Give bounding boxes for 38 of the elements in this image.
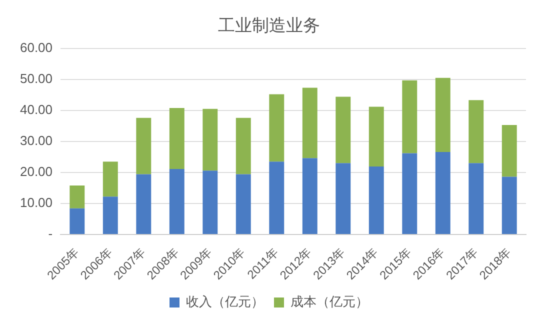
- y-tick-label: 30.00: [20, 133, 53, 148]
- bar: [269, 94, 284, 162]
- bar: [102, 196, 118, 234]
- bar: [269, 162, 284, 234]
- bar: [70, 208, 85, 234]
- y-tick-label: 10.00: [20, 195, 53, 210]
- bar: [70, 185, 85, 208]
- legend-label: 收入（亿元）: [186, 294, 264, 310]
- bar: [402, 153, 418, 234]
- bar: [202, 108, 218, 171]
- bar: [169, 108, 184, 170]
- bar: [136, 118, 152, 174]
- bar: [202, 170, 218, 234]
- y-tick-label: 60.00: [20, 40, 53, 55]
- bar: [368, 106, 384, 167]
- y-tick-label: -: [48, 226, 53, 242]
- bar: [169, 169, 184, 234]
- legend-label: 成本（亿元）: [290, 294, 368, 310]
- bar: [435, 78, 450, 152]
- bar: [136, 174, 152, 234]
- y-tick-label: 20.00: [20, 164, 53, 180]
- bar: [368, 166, 384, 234]
- bar: [236, 174, 251, 234]
- bar: [236, 118, 251, 174]
- bar: [102, 162, 118, 197]
- bar: [435, 152, 450, 234]
- y-tick-label: 50.00: [20, 70, 53, 86]
- y-tick-label: 40.00: [20, 102, 53, 117]
- chart-title: 工业制造业务: [218, 16, 320, 35]
- bar: [336, 163, 351, 234]
- bar: [502, 124, 517, 177]
- bar: [302, 88, 318, 158]
- bar: [336, 96, 351, 164]
- bar: [402, 80, 418, 154]
- bar: [468, 100, 484, 164]
- bar: [502, 176, 517, 234]
- bar: [302, 158, 318, 234]
- bar: [468, 163, 484, 234]
